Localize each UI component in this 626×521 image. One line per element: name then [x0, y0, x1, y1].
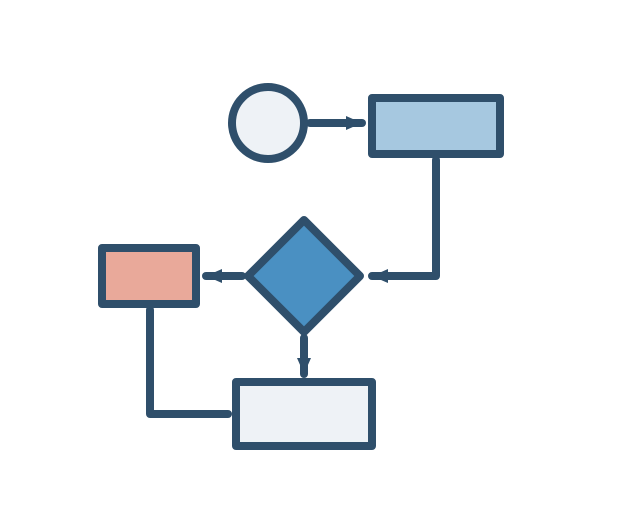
edge-diamond_to_bottom_rect [297, 338, 311, 374]
edge-circle_to_top_rect [310, 116, 362, 130]
node-decision_diamond [248, 220, 360, 332]
edge-left_rect_to_bottom_rect [150, 310, 228, 414]
arrow-head [372, 269, 388, 283]
node-start_circle [232, 87, 304, 159]
edge-line [150, 310, 228, 414]
node-bottom_rect [236, 382, 372, 446]
node-left_rect [102, 248, 196, 304]
edge-line [372, 160, 436, 276]
node-top_rect [372, 98, 500, 154]
nodes-group [102, 87, 500, 446]
edge-diamond_to_left_rect [206, 269, 242, 283]
arrow-head [206, 269, 222, 283]
edge-top_rect_to_diamond [372, 160, 436, 283]
flowchart-diagram [0, 0, 626, 521]
arrow-head [297, 358, 311, 374]
arrow-head [346, 116, 362, 130]
